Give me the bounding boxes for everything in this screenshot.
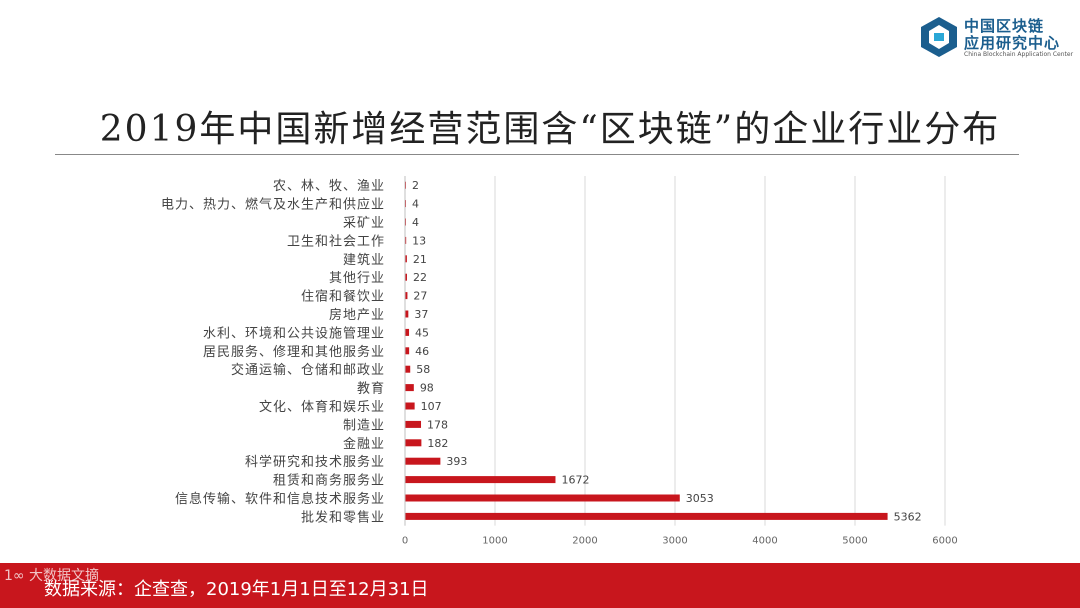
data-label: 27 <box>413 290 427 303</box>
category-label: 信息传输、软件和信息技术服务业 <box>175 491 385 507</box>
category-label: 卫生和社会工作 <box>287 233 385 249</box>
data-label: 393 <box>446 455 467 468</box>
category-label: 农、林、牧、渔业 <box>273 179 385 194</box>
footer-bar: 数据来源：企查查，2019年1月1日至12月31日 <box>0 563 1080 608</box>
bar <box>405 328 410 336</box>
category-label: 教育 <box>357 381 385 397</box>
x-tick-label: 3000 <box>662 536 687 547</box>
data-label: 37 <box>414 308 428 321</box>
watermark: 1∞ 大数据文摘 <box>4 568 100 584</box>
data-label: 13 <box>412 234 426 247</box>
bar <box>405 512 888 520</box>
bar <box>405 384 414 392</box>
bar <box>405 476 556 484</box>
title-divider <box>55 154 1019 155</box>
data-label: 22 <box>413 271 427 284</box>
data-source-text: 数据来源：企查查，2019年1月1日至12月31日 <box>44 579 429 600</box>
category-label: 居民服务、修理和其他服务业 <box>203 344 385 360</box>
bar <box>405 310 409 318</box>
category-label: 科学研究和技术服务业 <box>245 454 385 470</box>
x-tick-label: 5000 <box>842 536 867 547</box>
data-label: 58 <box>416 363 430 376</box>
bar <box>405 292 408 300</box>
category-label: 采矿业 <box>343 216 385 231</box>
category-label: 制造业 <box>343 418 385 433</box>
data-label: 46 <box>415 345 429 358</box>
category-label: 金融业 <box>343 436 385 452</box>
category-label: 文化、体育和娱乐业 <box>259 399 385 415</box>
data-label: 4 <box>412 198 419 211</box>
bar <box>405 457 441 465</box>
logo: 中国区块链 应用研究中心 China Blockchain Applicatio… <box>918 15 1073 59</box>
category-label: 建筑业 <box>343 252 385 268</box>
data-label: 5362 <box>894 510 922 523</box>
bar <box>405 236 407 244</box>
category-label: 水利、环境和公共设施管理业 <box>203 326 385 341</box>
category-label: 电力、热力、燃气及水生产和供应业 <box>161 197 385 213</box>
category-label: 交通运输、仓储和邮政业 <box>231 362 385 378</box>
bar <box>405 347 410 355</box>
logo-text-en: China Blockchain Application Center <box>964 51 1074 58</box>
x-tick-label: 4000 <box>752 536 777 547</box>
data-label: 1672 <box>561 474 589 487</box>
category-label: 租赁和商务服务业 <box>273 473 385 489</box>
logo-text-cn-line1: 中国区块链 <box>964 17 1045 35</box>
bar-chart: 0 1000 2000 3000 4000 5000 6000 农、林、牧、渔业 2 电力、热力、… <box>161 176 958 547</box>
category-label: 其他行业 <box>329 271 385 286</box>
data-label: 21 <box>413 253 427 266</box>
bar <box>405 402 415 410</box>
bar <box>405 494 680 502</box>
bar <box>405 439 422 447</box>
data-label: 107 <box>421 400 442 413</box>
bar <box>405 255 407 263</box>
data-label: 182 <box>427 437 448 450</box>
bar <box>405 420 422 428</box>
category-label: 批发和零售业 <box>301 509 385 525</box>
data-label: 4 <box>412 216 419 229</box>
bar <box>405 365 411 373</box>
data-label: 98 <box>420 382 434 395</box>
data-label: 2 <box>412 179 419 192</box>
data-label: 178 <box>427 418 448 431</box>
blockchain-logo-icon <box>921 17 957 57</box>
logo-text-cn-line2: 应用研究中心 <box>964 34 1061 52</box>
data-label: 3053 <box>686 492 714 505</box>
data-label: 45 <box>415 326 429 339</box>
x-tick-label: 0 <box>402 536 408 547</box>
x-tick-label: 6000 <box>932 536 957 547</box>
category-label: 房地产业 <box>329 307 385 323</box>
category-label: 住宿和餐饮业 <box>301 289 385 305</box>
x-tick-label: 2000 <box>572 536 597 547</box>
bar <box>405 273 407 281</box>
chart-title: 2019年中国新增经营范围含“区块链”的企业行业分布 <box>99 109 1001 150</box>
x-tick-label: 1000 <box>482 536 507 547</box>
